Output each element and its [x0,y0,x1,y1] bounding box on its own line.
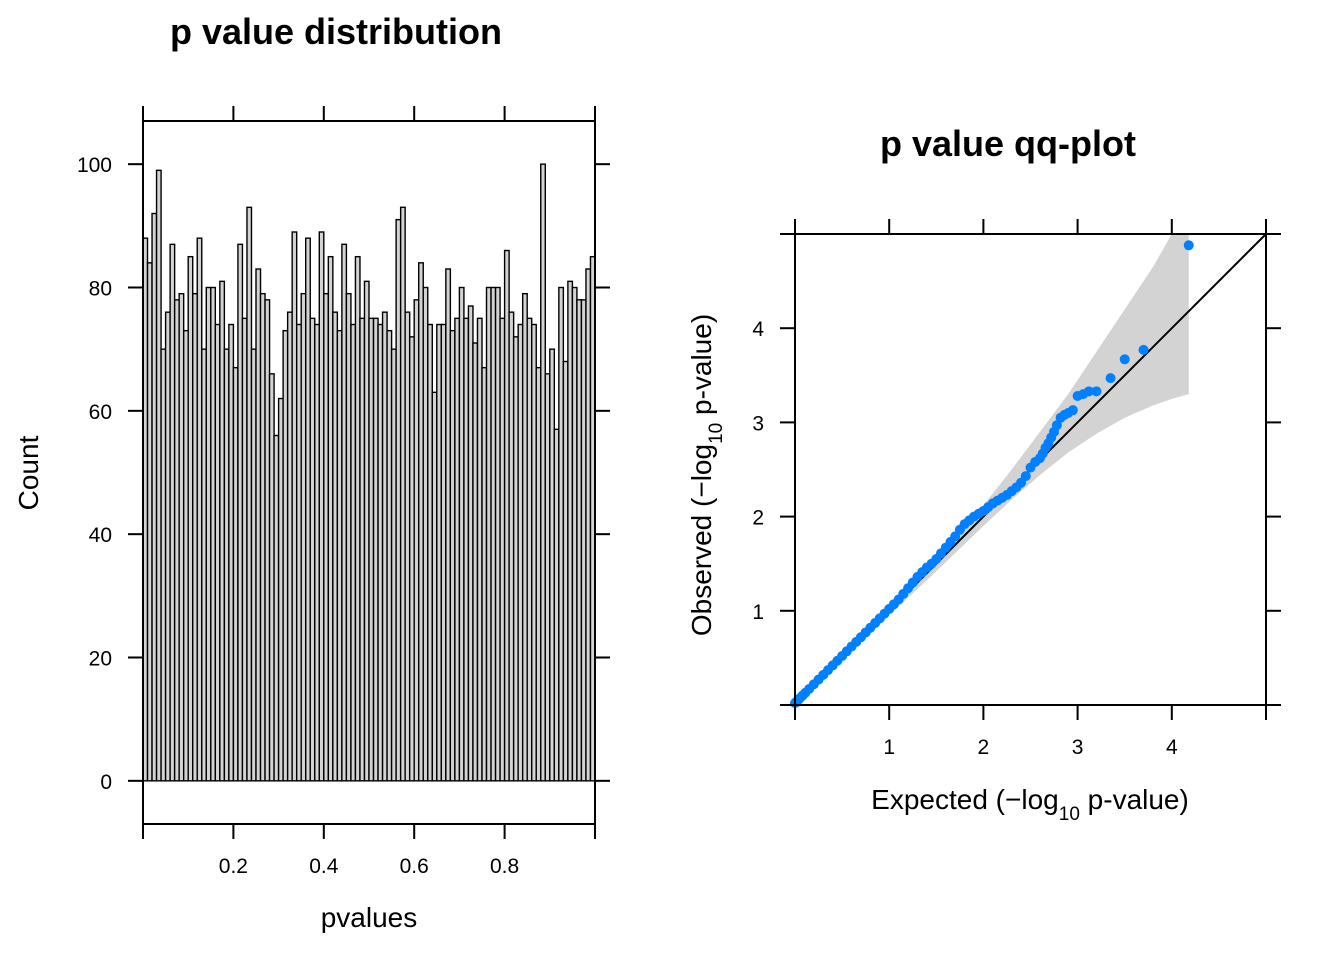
qqplot-plot-border [794,233,1267,706]
qqplot-x-axis-title: Expected (−log10 p-value) [871,784,1189,825]
y-tick-label: 20 [89,648,112,671]
x-tick-label: 0.6 [400,855,429,878]
histogram-x-axis-title: pvalues [321,902,418,933]
y-tick-label: 3 [752,412,764,435]
histogram-panel: p value distribution 0.2 0.4 0.6 0.8 0 20 40 6… [13,11,610,933]
histogram-title: p value distribution [170,11,502,52]
x-tick-label: 0.4 [309,855,339,878]
x-tick-label: 4 [1166,736,1178,759]
qq-point [1091,386,1102,397]
histogram-plot-border [142,120,596,825]
qqplot-title: p value qq-plot [880,123,1136,164]
qq-point [1067,405,1078,416]
qq-point [1020,471,1031,482]
confidence-band [795,234,1189,705]
qq-point [1119,354,1130,365]
qq-point [1183,240,1194,251]
x-tick-label: 2 [978,736,990,759]
qq-point [1051,420,1062,431]
histogram-y-ticks: 0 20 40 60 80 100 [77,154,610,794]
qqplot-x-ticks: 1 2 3 4 [794,219,1267,759]
y-tick-label: 0 [100,771,112,794]
histogram-x-ticks: 0.2 0.4 0.6 0.8 [142,106,596,878]
x-tick-label: 3 [1072,736,1084,759]
qq-point [1105,373,1116,384]
y-tick-label: 80 [89,278,112,301]
y-tick-label: 2 [752,507,764,530]
x-tick-label: 0.2 [219,855,248,878]
y-tick-label: 100 [77,154,112,177]
y-tick-label: 60 [89,401,112,424]
y-tick-label: 4 [752,318,764,341]
histogram-bars [142,163,596,782]
qq-point [1138,344,1149,355]
qqplot-points [790,240,1194,709]
y-tick-label: 40 [89,524,112,547]
qq-point [1083,386,1094,397]
x-tick-label: 1 [883,736,895,759]
y-tick-label: 1 [752,601,764,624]
qqplot-y-axis-title: Observed (−log10 p-value) [686,314,727,636]
qqplot-panel: p value qq-plot 1 2 3 4 1 2 3 4 Expected (−log… [686,123,1281,825]
histogram-y-axis-title: Count [13,435,44,510]
qqplot-y-ticks: 1 2 3 4 [752,233,1281,706]
x-tick-label: 0.8 [490,855,519,878]
